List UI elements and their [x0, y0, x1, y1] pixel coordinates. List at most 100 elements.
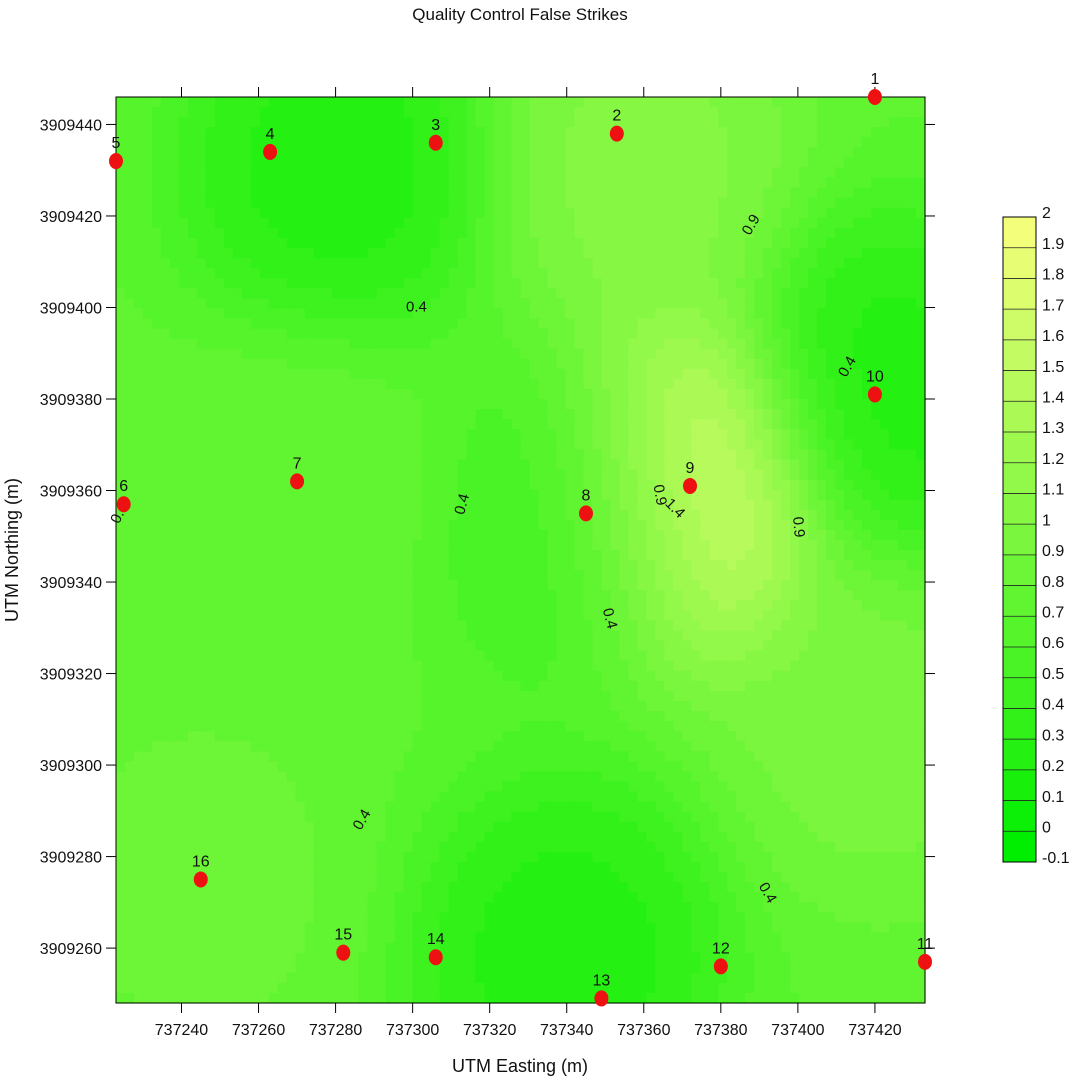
contour-cell	[448, 167, 459, 179]
contour-cell	[205, 872, 216, 883]
contour-cell	[331, 620, 342, 632]
contour-cell	[133, 439, 144, 450]
contour-cell	[259, 237, 270, 249]
contour-cell	[340, 419, 351, 430]
contour-cell	[547, 388, 558, 400]
contour-cell	[232, 781, 243, 793]
contour-cell	[151, 831, 162, 843]
contour-cell	[331, 580, 342, 591]
contour-cell	[448, 419, 459, 430]
contour-cell	[124, 539, 135, 551]
contour-cell	[394, 227, 405, 239]
contour-cell	[421, 882, 432, 893]
contour-cell	[214, 882, 225, 893]
contour-cell	[214, 932, 225, 944]
contour-cell	[547, 419, 558, 430]
contour-cell	[349, 227, 360, 239]
contour-cell	[286, 127, 297, 138]
contour-cell	[520, 731, 531, 742]
contour-cell	[178, 157, 189, 169]
contour-cell	[205, 499, 216, 511]
contour-cell	[583, 167, 594, 179]
contour-cell	[394, 419, 405, 430]
contour-cell	[547, 97, 558, 108]
contour-cell	[394, 107, 405, 118]
contour-cell	[187, 117, 198, 128]
contour-cell	[259, 992, 270, 1004]
contour-cell	[583, 519, 594, 531]
contour-cell	[502, 268, 513, 279]
contour-cell	[124, 439, 135, 450]
contour-cell	[295, 509, 306, 521]
contour-cell	[133, 509, 144, 521]
contour-cell	[205, 912, 216, 924]
contour-cell	[349, 268, 360, 279]
contour-cell	[223, 922, 234, 934]
contour-cell	[151, 751, 162, 762]
contour-cell	[124, 580, 135, 591]
contour-cell	[430, 882, 441, 893]
contour-cell	[277, 821, 288, 833]
contour-cell	[520, 680, 531, 692]
contour-cell	[178, 640, 189, 652]
contour-cell	[358, 167, 369, 179]
contour-cell	[529, 117, 540, 128]
contour-cell	[403, 258, 414, 269]
contour-cell	[169, 197, 180, 209]
contour-cell	[232, 791, 243, 803]
contour-cell	[394, 509, 405, 521]
contour-cell	[502, 862, 513, 873]
contour-cell	[286, 580, 297, 591]
contour-cell	[178, 892, 189, 903]
contour-cell	[367, 660, 378, 672]
contour-cell	[538, 892, 549, 903]
contour-cell	[205, 147, 216, 158]
contour-cell	[286, 248, 297, 259]
contour-cell	[286, 338, 297, 350]
contour-cell	[116, 650, 126, 662]
contour-cell	[403, 972, 414, 984]
contour-cell	[565, 690, 576, 702]
contour-cell	[574, 942, 585, 954]
contour-cell	[448, 580, 459, 591]
contour-cell	[268, 902, 279, 913]
contour-cell	[475, 862, 486, 873]
contour-cell	[484, 610, 495, 622]
contour-cell	[466, 288, 477, 299]
contour-cell	[322, 831, 333, 843]
contour-cell	[412, 610, 423, 622]
contour-cell	[520, 298, 531, 309]
contour-cell	[331, 791, 342, 803]
contour-cell	[205, 298, 216, 309]
contour-cell	[295, 519, 306, 531]
contour-cell	[466, 731, 477, 742]
contour-cell	[529, 952, 540, 964]
contour-cell	[466, 711, 477, 722]
contour-cell	[403, 539, 414, 551]
contour-cell	[493, 248, 504, 259]
contour-cell	[241, 127, 252, 138]
contour-cell	[259, 499, 270, 511]
contour-cell	[277, 509, 288, 521]
contour-cell	[331, 298, 342, 309]
contour-cell	[322, 690, 333, 702]
contour-cell	[439, 308, 450, 320]
contour-cell	[259, 97, 270, 108]
contour-cell	[331, 590, 342, 601]
contour-cell	[286, 831, 297, 843]
contour-cell	[412, 962, 423, 974]
contour-cell	[547, 580, 558, 591]
contour-cell	[268, 872, 279, 883]
contour-cell	[529, 328, 540, 340]
contour-cell	[394, 217, 405, 229]
contour-cell	[232, 328, 243, 340]
contour-cell	[169, 469, 180, 481]
contour-cell	[331, 992, 342, 1004]
contour-cell	[448, 429, 459, 440]
contour-cell	[331, 429, 342, 440]
contour-cell	[142, 831, 153, 843]
contour-cell	[475, 831, 486, 843]
contour-cell	[466, 831, 477, 843]
contour-cell	[421, 187, 432, 199]
contour-cell	[448, 771, 459, 783]
